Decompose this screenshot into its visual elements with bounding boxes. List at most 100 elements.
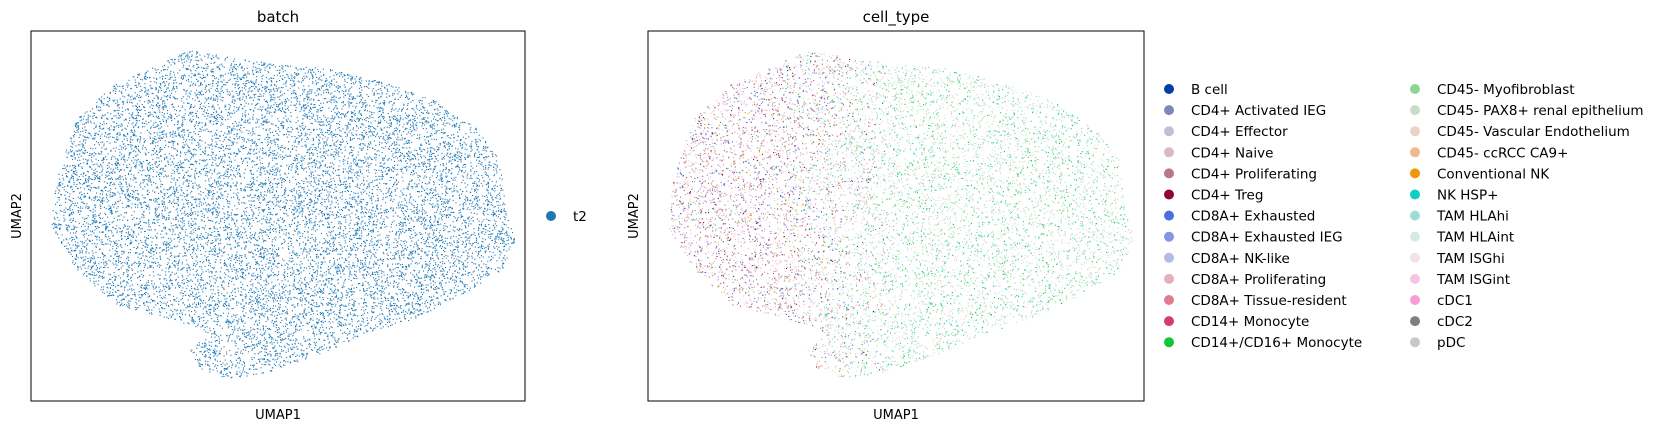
scatter-point	[233, 102, 235, 104]
scatter-point	[335, 74, 337, 76]
scatter-point	[355, 105, 357, 107]
scatter-point	[213, 328, 215, 330]
scatter-point	[427, 237, 429, 239]
scatter-point	[335, 105, 337, 107]
scatter-point	[237, 75, 239, 77]
scatter-point	[375, 316, 377, 318]
scatter-point	[350, 203, 352, 205]
scatter-point	[274, 97, 276, 99]
scatter-point	[467, 275, 469, 277]
scatter-point	[122, 190, 124, 192]
scatter-point	[189, 118, 191, 120]
scatter-point	[417, 248, 419, 250]
scatter-point	[507, 220, 509, 222]
scatter-point	[332, 243, 334, 245]
scatter-point	[258, 232, 260, 234]
scatter-point	[188, 246, 190, 248]
scatter-point	[266, 216, 268, 218]
scatter-point	[188, 303, 190, 305]
scatter-point	[168, 217, 170, 219]
scatter-point	[250, 148, 252, 150]
scatter-point	[420, 284, 422, 286]
scatter-point	[429, 261, 431, 263]
scatter-point	[412, 158, 414, 160]
scatter-point	[242, 145, 244, 147]
scatter-point	[504, 259, 506, 261]
scatter-point	[181, 292, 183, 294]
scatter-point	[457, 164, 459, 166]
scatter-point	[230, 248, 232, 250]
scatter-point	[335, 196, 337, 198]
scatter-point	[119, 175, 121, 177]
scatter-point	[245, 312, 247, 314]
scatter-point	[273, 237, 275, 239]
scatter-point	[134, 306, 136, 308]
scatter-point	[372, 311, 374, 313]
scatter-point	[470, 147, 472, 149]
scatter-point	[281, 124, 283, 126]
scatter-point	[358, 118, 360, 120]
scatter-point	[236, 234, 238, 236]
scatter-point	[454, 226, 456, 228]
scatter-point	[155, 209, 157, 211]
scatter-point	[160, 233, 162, 235]
scatter-point	[388, 244, 390, 246]
scatter-point	[120, 262, 122, 264]
scatter-point	[219, 276, 221, 278]
scatter-point	[55, 226, 57, 228]
scatter-point	[183, 282, 185, 284]
scatter-point	[328, 130, 330, 132]
scatter-point	[127, 193, 129, 195]
scatter-point	[310, 171, 312, 173]
scatter-point	[404, 317, 406, 319]
scatter-point	[312, 299, 314, 301]
scatter-point	[81, 201, 83, 203]
scatter-point	[118, 301, 120, 303]
scatter-point	[140, 109, 142, 111]
scatter-point	[315, 177, 317, 179]
scatter-point	[491, 196, 493, 198]
scatter-point	[155, 183, 157, 185]
scatter-point	[389, 318, 391, 320]
scatter-point	[122, 164, 124, 166]
scatter-point	[332, 230, 334, 232]
scatter-point	[341, 152, 343, 154]
scatter-point	[103, 121, 105, 123]
scatter-point	[70, 140, 72, 142]
scatter-point	[264, 355, 266, 357]
scatter-point	[165, 105, 167, 107]
scatter-point	[458, 151, 460, 153]
scatter-point	[320, 124, 322, 126]
scatter-point	[114, 228, 116, 230]
scatter-point	[156, 208, 158, 210]
scatter-point	[477, 156, 479, 158]
scatter-point	[283, 233, 285, 235]
scatter-point	[149, 106, 151, 108]
scatter-point	[114, 184, 116, 186]
scatter-point	[71, 142, 73, 144]
scatter-point	[349, 209, 351, 211]
scatter-point	[67, 153, 69, 155]
scatter-point	[365, 160, 367, 162]
scatter-point	[183, 203, 185, 205]
scatter-point	[283, 178, 285, 180]
scatter-point	[212, 80, 214, 82]
scatter-point	[462, 292, 464, 294]
scatter-point	[262, 272, 264, 274]
scatter-point	[395, 224, 397, 226]
scatter-point	[485, 156, 487, 158]
scatter-point	[401, 291, 403, 293]
scatter-point	[290, 163, 292, 165]
scatter-point	[469, 203, 471, 205]
scatter-point	[110, 150, 112, 152]
scatter-point	[450, 137, 452, 139]
scatter-point	[464, 286, 466, 288]
scatter-point	[126, 191, 128, 193]
scatter-point	[230, 174, 232, 176]
scatter-point	[419, 305, 421, 307]
scatter-point	[229, 105, 231, 107]
scatter-point	[455, 123, 457, 125]
scatter-point	[93, 152, 95, 154]
scatter-point	[190, 59, 192, 61]
scatter-point	[244, 232, 246, 234]
